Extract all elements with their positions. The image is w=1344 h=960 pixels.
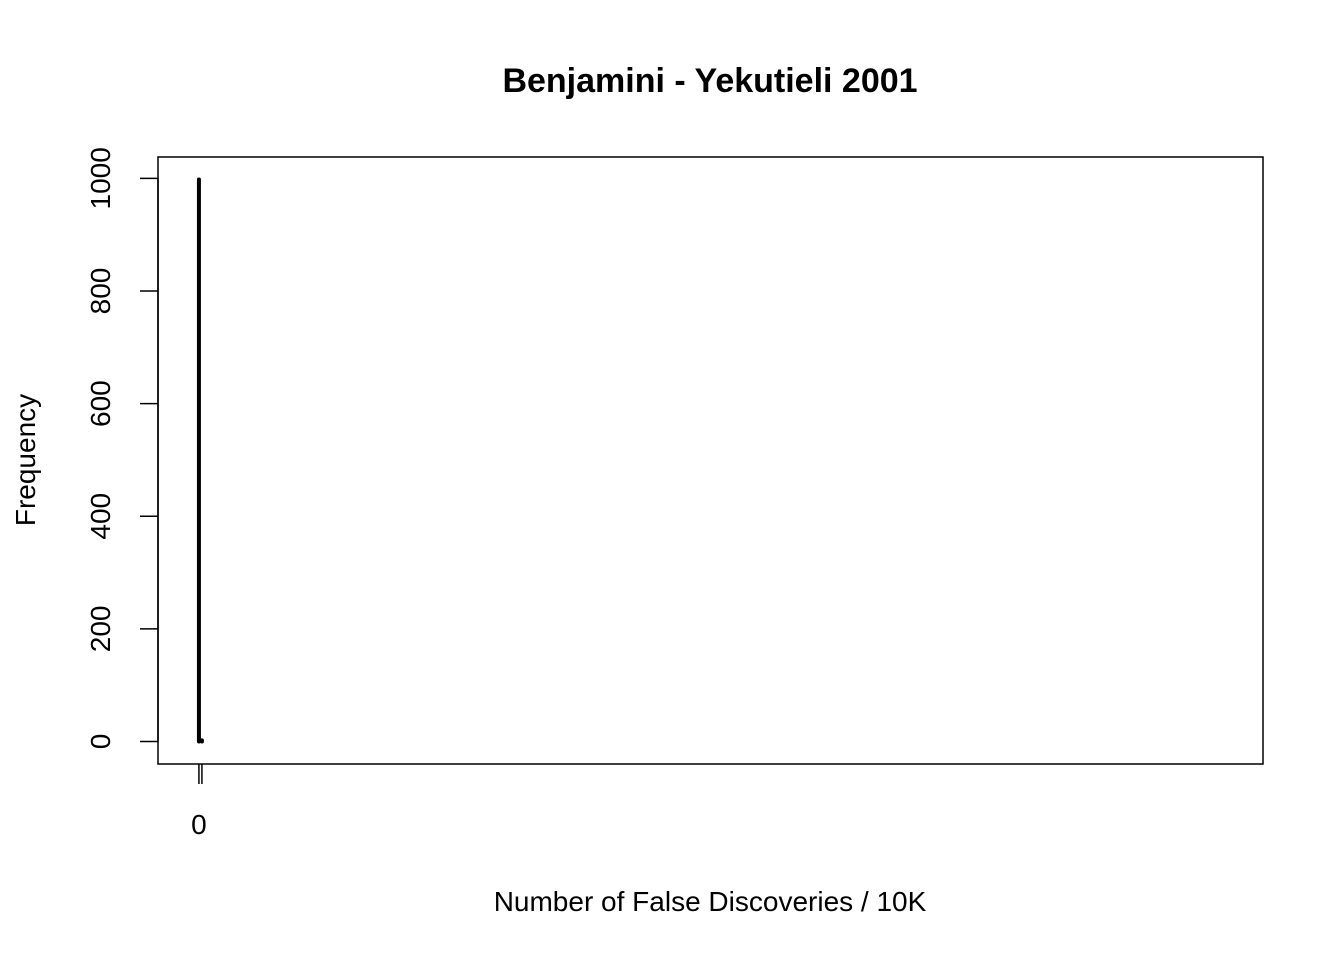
y-tick-label: 200 — [85, 606, 116, 653]
x-axis: 0 — [191, 764, 207, 840]
y-tick-label: 1000 — [85, 147, 116, 209]
y-tick-label: 600 — [85, 380, 116, 427]
bars — [196, 177, 204, 744]
x-tick-label: 0 — [191, 809, 207, 840]
y-axis-label: Frequency — [10, 394, 41, 526]
x-axis-label: Number of False Discoveries / 10K — [494, 886, 927, 917]
y-axis: 0 200 400 600 800 1000 — [85, 147, 159, 750]
plot-frame — [157, 156, 1264, 765]
y-tick-label: 400 — [85, 493, 116, 540]
y-tick-label: 0 — [85, 734, 116, 750]
chart-title: Benjamini - Yekutieli 2001 — [502, 62, 917, 100]
y-tick-label: 800 — [85, 268, 116, 315]
